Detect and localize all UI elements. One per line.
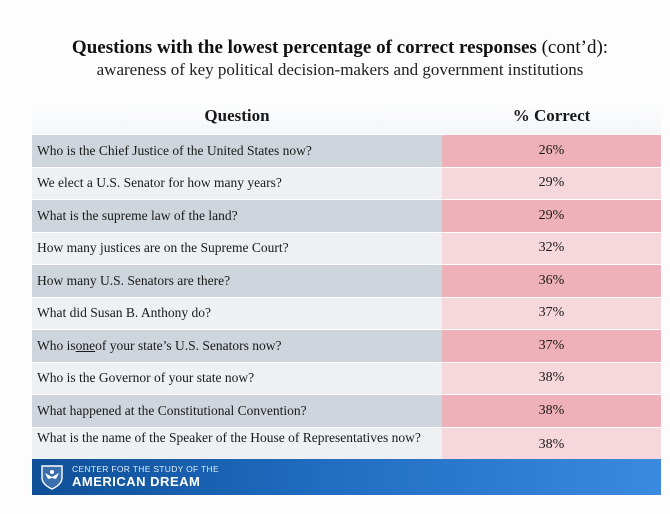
footer-bar: CENTER FOR THE STUDY OF THE AMERICAN DRE…: [32, 459, 661, 495]
table-header: Question % Correct: [32, 98, 661, 134]
question-cell: What did Susan B. Anthony do?: [32, 297, 442, 329]
question-cell: How many justices are on the Supreme Cou…: [32, 232, 442, 264]
question-cell: How many U.S. Senators are there?: [32, 265, 442, 297]
question-cell: Who is one of your state’s U.S. Senators…: [32, 330, 442, 362]
percent-cell: 38%: [442, 395, 661, 427]
question-text-pre: Who is: [37, 337, 76, 353]
table-row: We elect a U.S. Senator for how many yea…: [32, 166, 661, 199]
question-cell: Who is the Chief Justice of the United S…: [32, 135, 442, 167]
header-percent-correct: % Correct: [512, 106, 591, 125]
percent-cell: 38%: [442, 362, 661, 394]
slide-title-suffix: (cont’d):: [536, 37, 609, 58]
table-row: What is the supreme law of the land? 29%: [32, 199, 661, 232]
percent-cell: 32%: [442, 232, 661, 264]
table-row: How many U.S. Senators are there? 36%: [32, 264, 661, 297]
title-line: Questions with the lowest percentage of …: [30, 36, 650, 59]
percent-cell: 36%: [442, 265, 661, 297]
question-cell: Who is the Governor of your state now?: [32, 362, 442, 394]
header-question: Question: [204, 106, 270, 125]
percent-cell: 29%: [442, 200, 661, 232]
percent-cell: 37%: [442, 330, 661, 362]
question-cell: What happened at the Constitutional Conv…: [32, 395, 442, 427]
percent-cell: 29%: [442, 167, 661, 199]
question-cell: What is the supreme law of the land?: [32, 200, 442, 232]
table-row: Who is the Governor of your state now? 3…: [32, 361, 661, 394]
results-table: Question % Correct Who is the Chief Just…: [32, 98, 661, 462]
percent-cell: 37%: [442, 297, 661, 329]
slide-subtitle: awareness of key political decision-make…: [96, 60, 584, 79]
question-cell: What is the name of the Speaker of the H…: [32, 427, 442, 462]
question-text-underlined: one: [75, 337, 96, 353]
footer-logo-line2: AMERICAN DREAM: [72, 474, 201, 489]
question-text-post: of your state’s U.S. Senators now?: [95, 337, 282, 353]
question-cell: We elect a U.S. Senator for how many yea…: [32, 167, 442, 199]
table-row: What did Susan B. Anthony do? 37%: [32, 296, 661, 329]
table-row: How many justices are on the Supreme Cou…: [32, 231, 661, 264]
table-row: What is the name of the Speaker of the H…: [32, 426, 661, 462]
table-row: Who is one of your state’s U.S. Senators…: [32, 329, 661, 362]
footer-logo-line1: CENTER FOR THE STUDY OF THE: [72, 464, 219, 474]
percent-cell: 38%: [442, 427, 661, 462]
table-row: What happened at the Constitutional Conv…: [32, 394, 661, 427]
percent-cell: 26%: [442, 135, 661, 167]
eagle-shield-icon: [41, 465, 63, 490]
slide-title: Questions with the lowest percentage of …: [71, 37, 537, 58]
title-block: Questions with the lowest percentage of …: [30, 36, 650, 80]
table-row: Who is the Chief Justice of the United S…: [32, 134, 661, 167]
